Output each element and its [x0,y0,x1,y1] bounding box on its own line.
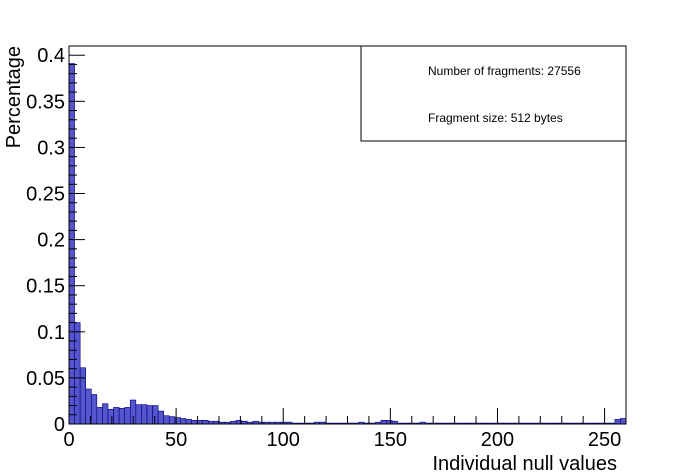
histogram-bar [386,420,393,425]
y-tick-label: 0.25 [26,184,65,206]
histogram-bar [157,410,164,425]
histogram-bar [68,63,75,425]
x-tick-label: 150 [374,429,407,451]
histogram-bar [118,408,125,425]
histogram-bar [90,394,98,425]
x-tick-label: 200 [481,429,514,451]
histogram-bar [113,407,120,425]
histogram-bar [141,404,148,425]
histogram-bar [380,420,387,425]
x-axis-ticks: 0 50 100 150 200 250 [63,408,627,451]
y-tick-label: 0.4 [37,45,65,67]
histogram-bar [180,418,187,425]
histogram-bar [124,407,131,425]
y-tick-label: 0.35 [26,91,65,113]
histogram-bar [135,404,142,425]
histogram-bar [146,405,153,425]
histogram-bar [96,407,103,425]
histogram-bar [185,419,192,425]
histogram-bar [202,420,209,425]
legend-box: Number of fragments: 27556 Fragment size… [360,45,627,142]
y-tick-label: 0.1 [37,322,65,344]
legend-frame [360,45,627,142]
x-tick-label: 50 [165,429,187,451]
x-tick-label: 0 [63,429,74,451]
histogram-bar [614,419,621,425]
x-tick-label: 250 [588,429,621,451]
y-axis-ticks: 0 0.05 0.1 0.15 0.2 0.25 0.3 0.35 0.4 [26,45,85,436]
y-tick-label: 0.15 [26,276,65,298]
histogram-bar [168,416,176,425]
y-tick-label: 0.3 [37,137,65,159]
legend-fragment-size: Fragment size: 512 bytes [428,111,563,125]
histogram-bar [107,408,114,425]
histogram-bar [191,420,198,425]
histogram-bar [74,322,81,425]
histogram-bar [102,403,109,425]
y-axis-title: Percentage [3,46,25,148]
x-tick-label: 100 [267,429,300,451]
y-tick-label: 0 [54,414,65,436]
histogram-bar [79,367,87,425]
y-tick-label: 0.05 [26,368,65,390]
y-tick-label: 0.2 [37,230,65,252]
x-axis-title: Individual null values [432,453,617,472]
histogram-bar [620,418,627,425]
legend-fragment-count: Number of fragments: 27556 [428,64,581,78]
histogram-bar [163,415,170,425]
histogram-bar [152,405,159,425]
